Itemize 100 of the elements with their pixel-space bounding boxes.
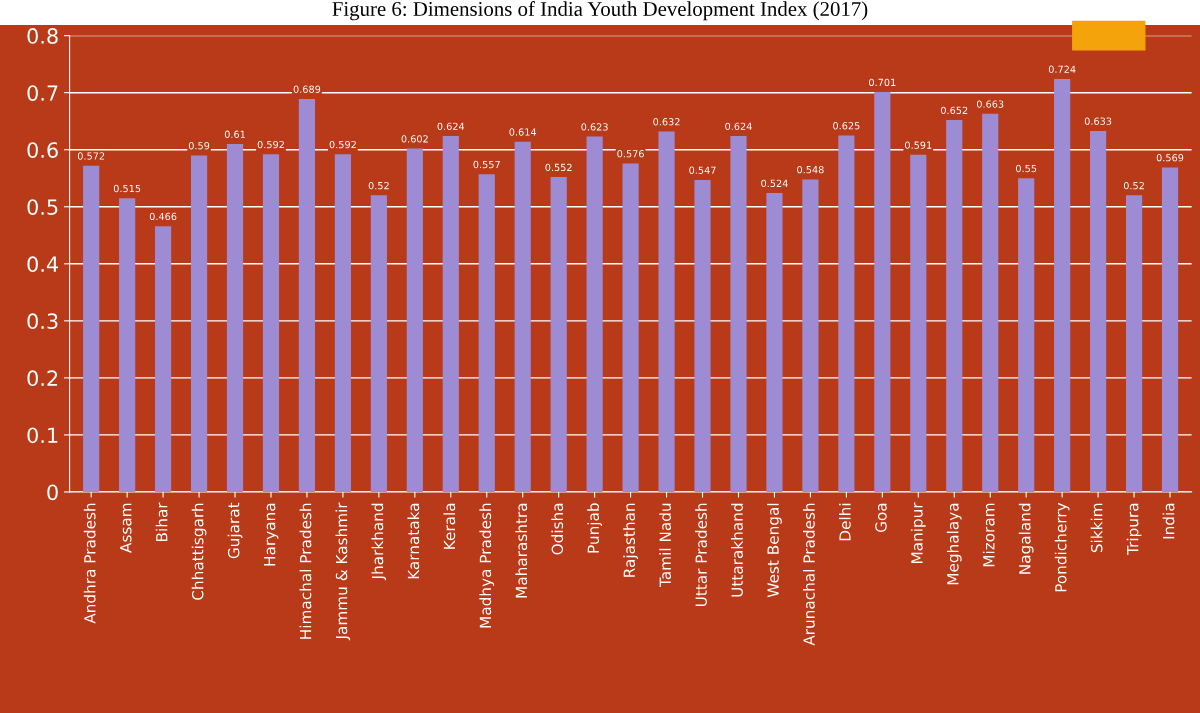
bar <box>730 136 747 492</box>
data-label: 0.602 <box>401 135 428 143</box>
x-tick-label: Madhya Pradesh <box>479 503 495 628</box>
x-tick-label: Bihar <box>155 502 168 541</box>
data-label: 0.552 <box>545 163 572 172</box>
x-tick-label: Gujarat <box>227 502 243 559</box>
x-tick-label: Pondicherry <box>1054 502 1070 592</box>
y-tick-label: 0.6 <box>27 142 58 158</box>
bar <box>119 198 136 492</box>
x-tick-label: Haryana <box>264 503 279 566</box>
x-tick-label: Arunachal Pradesh <box>803 503 815 646</box>
x-tick-label: Kerala <box>443 503 456 549</box>
bar <box>442 136 459 492</box>
data-label: 0.61 <box>224 130 245 138</box>
data-label: 0.689 <box>293 85 321 93</box>
x-tick-label: Karnataka <box>407 503 420 579</box>
data-label: 0.623 <box>581 123 608 131</box>
bar <box>1018 178 1035 492</box>
data-label: 0.52 <box>368 181 389 190</box>
data-label: 0.614 <box>509 128 537 136</box>
y-tick-label: 0.4 <box>27 256 59 273</box>
data-label: 0.624 <box>725 122 752 130</box>
data-label: 0.576 <box>617 150 644 158</box>
y-tick-label: 0.5 <box>27 199 58 215</box>
bar <box>1054 79 1071 492</box>
data-label: 0.55 <box>1015 164 1037 173</box>
x-tick-label: Jharkhand <box>371 503 387 581</box>
y-tick-label: 0.2 <box>27 370 58 387</box>
x-tick-label: Sikkim <box>1090 503 1103 553</box>
x-tick-label: Himachal Pradesh <box>299 503 312 639</box>
data-label: 0.624 <box>437 122 465 130</box>
x-tick-label: Nagaland <box>1018 503 1034 574</box>
x-tick-label: Chhattisgarh <box>191 503 207 600</box>
bar <box>514 141 531 492</box>
data-label: 0.663 <box>976 100 1004 108</box>
data-label: 0.652 <box>940 106 968 115</box>
x-tick-label: Assam <box>120 503 132 553</box>
bar <box>1161 167 1179 492</box>
data-label: 0.592 <box>257 140 284 149</box>
bar <box>334 154 351 492</box>
data-label: 0.625 <box>833 122 860 130</box>
y-tick-label: 0.8 <box>27 28 58 44</box>
data-label: 0.59 <box>188 142 210 150</box>
bar <box>586 136 603 492</box>
bar <box>802 179 819 492</box>
data-label: 0.569 <box>1156 154 1184 162</box>
x-tick-label: Manipur <box>910 502 926 564</box>
bar <box>838 135 855 492</box>
x-tick-label: Delhi <box>838 503 851 541</box>
bar <box>406 148 423 492</box>
data-label: 0.52 <box>1123 181 1144 190</box>
bar <box>550 177 567 492</box>
bar <box>622 163 639 492</box>
data-label: 0.572 <box>77 152 105 160</box>
x-tick-label: Odisha <box>551 503 564 555</box>
x-tick-label: Jammu & Kashmir <box>335 502 351 641</box>
bar <box>155 226 172 492</box>
bar <box>982 113 999 492</box>
x-tick-label: West Bengal <box>767 503 782 598</box>
data-label: 0.548 <box>797 165 824 174</box>
y-tick-label: 0 <box>47 484 58 501</box>
bar <box>874 92 891 492</box>
x-tick-label: Andhra Pradesh <box>83 503 96 624</box>
chart-title: Figure 6: Dimensions of India Youth Development Index (2017) <box>332 1 868 21</box>
bar <box>83 165 100 492</box>
bar <box>298 98 316 492</box>
data-label: 0.591 <box>905 141 932 149</box>
x-tick-label: Uttarakhand <box>731 503 743 597</box>
bar <box>694 179 711 492</box>
bar <box>478 174 495 492</box>
bar <box>946 120 963 492</box>
x-tick-label: Goa <box>875 503 887 533</box>
x-tick-label: Tamil Nadu <box>659 503 671 587</box>
bar <box>226 144 244 492</box>
bar <box>262 154 280 492</box>
bar <box>658 131 675 492</box>
data-label: 0.515 <box>113 184 141 193</box>
x-tick-label: India <box>1162 503 1175 539</box>
data-label: 0.632 <box>653 118 680 126</box>
data-label: 0.592 <box>329 140 356 149</box>
x-tick-label: Mizoram <box>982 503 995 567</box>
data-label: 0.547 <box>689 166 716 174</box>
bar <box>370 195 387 492</box>
bar <box>1090 130 1107 492</box>
bar <box>766 193 783 492</box>
x-tick-label: Meghalaya <box>946 503 962 585</box>
data-label: 0.701 <box>869 78 896 87</box>
x-tick-label: Punjab <box>587 503 603 553</box>
data-label: 0.524 <box>761 179 788 188</box>
bar <box>910 154 927 492</box>
data-label: 0.633 <box>1084 117 1112 125</box>
x-tick-label: Uttar Pradesh <box>695 503 707 607</box>
y-tick-label: 0.3 <box>27 313 58 330</box>
data-label: 0.724 <box>1048 65 1076 73</box>
bar <box>190 155 208 492</box>
x-tick-label: Rajasthan <box>623 503 638 577</box>
data-label: 0.466 <box>149 212 177 221</box>
x-tick-label: Maharashtra <box>515 503 528 598</box>
x-tick-label: Tripura <box>1126 503 1142 556</box>
y-tick-label: 0.7 <box>27 85 58 101</box>
